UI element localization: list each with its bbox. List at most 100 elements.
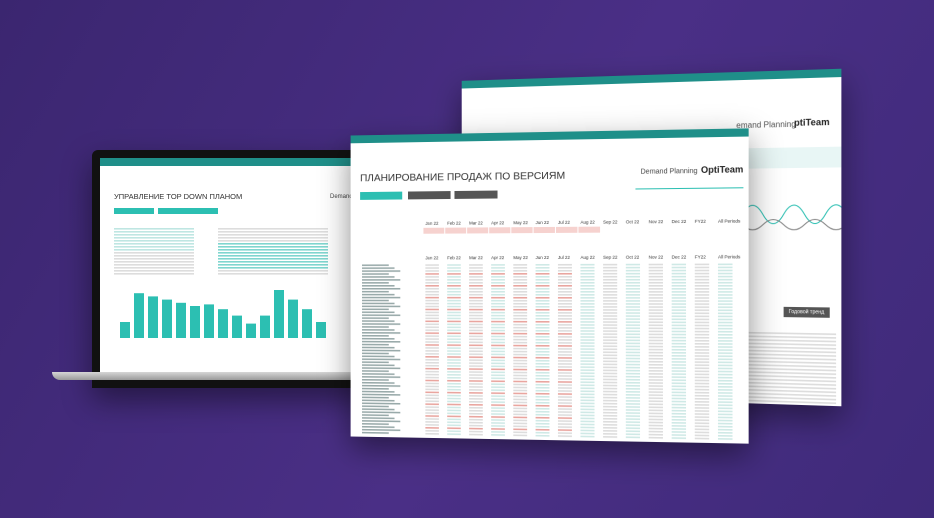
cell <box>625 300 641 302</box>
cell <box>536 329 550 332</box>
cell <box>603 381 618 384</box>
cell <box>694 428 710 431</box>
cell <box>557 363 572 365</box>
cell <box>536 422 550 425</box>
cell <box>742 378 837 383</box>
cell <box>694 339 710 342</box>
cell <box>580 281 595 284</box>
cell <box>717 297 733 299</box>
row-label <box>362 355 395 358</box>
cell <box>536 428 550 431</box>
column-header: All Periods <box>718 254 741 259</box>
cell <box>425 299 439 302</box>
cell <box>717 300 733 302</box>
cell <box>580 297 595 299</box>
cell <box>717 275 733 278</box>
cell <box>447 362 461 364</box>
cell <box>717 333 733 336</box>
cell <box>648 424 663 427</box>
cell <box>580 324 595 326</box>
back-content <box>462 146 842 405</box>
cell <box>469 285 483 287</box>
cell <box>648 394 663 397</box>
cell <box>114 270 194 272</box>
cell <box>513 389 528 392</box>
button <box>407 191 451 200</box>
cell <box>648 373 663 375</box>
cell <box>114 255 194 257</box>
cell <box>580 360 595 363</box>
column-header: Dec 22 <box>672 219 687 224</box>
cell <box>491 395 505 398</box>
column-header: Mar 22 <box>469 255 483 260</box>
column-header: Jan 22 <box>425 221 439 226</box>
cell <box>536 317 550 320</box>
cell <box>742 392 837 397</box>
cell <box>671 275 687 278</box>
cell <box>469 356 483 359</box>
cell <box>694 367 710 370</box>
cell <box>469 424 483 427</box>
row-label <box>362 349 401 352</box>
cell <box>425 400 439 403</box>
cell <box>425 314 439 317</box>
cell <box>580 303 595 305</box>
cell <box>717 288 733 290</box>
cell <box>447 311 461 314</box>
cell <box>625 321 641 324</box>
cell <box>469 332 483 335</box>
cell <box>491 344 505 347</box>
row-label <box>362 346 395 349</box>
cell <box>742 381 837 386</box>
cell <box>694 419 710 422</box>
row-label <box>362 373 395 376</box>
cell <box>717 294 733 296</box>
cell <box>742 363 837 368</box>
cell <box>625 312 641 314</box>
cell <box>536 410 550 413</box>
cell <box>447 279 461 281</box>
cell <box>694 364 710 367</box>
column-header: Jul 22 <box>558 220 571 225</box>
cell <box>580 396 595 399</box>
cell <box>694 349 710 351</box>
cell <box>557 390 572 392</box>
cell <box>694 434 710 437</box>
cell <box>557 369 572 371</box>
cell <box>536 377 550 380</box>
row-label <box>362 387 389 390</box>
cell <box>648 303 663 305</box>
cell <box>625 394 641 396</box>
cell <box>625 357 641 360</box>
cell <box>447 397 461 400</box>
cell <box>491 329 505 332</box>
cell <box>469 341 483 344</box>
row-label <box>362 285 395 287</box>
row-label <box>362 276 395 278</box>
cell <box>218 255 328 257</box>
cell <box>469 418 483 421</box>
column-header: Feb 22 <box>447 221 461 226</box>
cell <box>625 342 641 345</box>
cell <box>536 407 550 410</box>
cell <box>513 407 528 410</box>
cell <box>513 425 528 428</box>
cell <box>469 350 483 353</box>
cell <box>425 418 439 420</box>
bar <box>260 315 270 338</box>
cell <box>447 296 461 299</box>
cell <box>694 431 710 434</box>
cell <box>717 272 733 275</box>
cell <box>469 279 483 281</box>
cell <box>603 278 618 281</box>
cell <box>469 347 483 350</box>
cell <box>536 296 550 299</box>
cell <box>648 330 663 333</box>
cell <box>536 335 550 338</box>
cell <box>425 287 439 290</box>
cell <box>717 419 733 422</box>
cell <box>513 362 528 365</box>
row-label <box>362 352 389 355</box>
button <box>360 191 403 200</box>
